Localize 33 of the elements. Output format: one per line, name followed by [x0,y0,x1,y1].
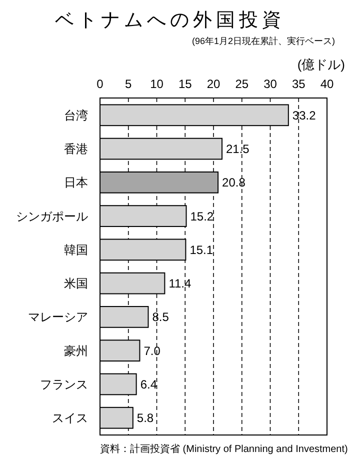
data-label: 6.4 [140,377,158,392]
x-tick-label: 20 [206,77,220,91]
data-label: 7.0 [144,344,161,358]
chart-subtitle: (96年1月2日現在累計、実行ベース) [192,36,336,46]
x-tick-label: 30 [264,77,278,91]
y-tick-label: 韓国 [64,242,88,257]
x-axis-title: (億ドル) [297,57,345,72]
data-label: 8.5 [152,310,170,324]
x-tick-label: 0 [96,77,104,91]
data-label: 5.8 [136,411,154,426]
x-tick-label: 10 [150,77,164,91]
y-tick-label: 米国 [64,276,88,291]
x-tick-label: 5 [125,77,132,91]
y-tick-label: シンガポール [16,209,88,224]
y-tick-label: 日本 [64,176,88,190]
y-tick-label: 台湾 [64,108,88,122]
y-tick-label: マレーシア [28,310,88,324]
data-label: 15.2 [190,209,214,224]
y-tick-label: 豪州 [64,344,88,358]
x-tick-label: 15 [178,77,192,91]
text: 資料：計画投資省 (Ministry of Planning and Investment) [100,443,348,455]
data-label: 15.1 [190,242,214,257]
x-tick-label: 25 [235,77,249,91]
data-label: 21.5 [226,142,250,156]
data-label: 20.8 [222,176,246,190]
data-label: 33.2 [292,108,316,122]
x-tick-label: 35 [292,77,306,91]
chart-title: ベトナムへの外国投資 [55,10,285,31]
y-tick-label: フランス [40,377,88,392]
data-label: 11.4 [168,276,192,291]
x-tick-label: 40 [320,77,334,91]
y-tick-label: スイス [52,411,88,426]
y-tick-label: 香港 [64,142,88,156]
